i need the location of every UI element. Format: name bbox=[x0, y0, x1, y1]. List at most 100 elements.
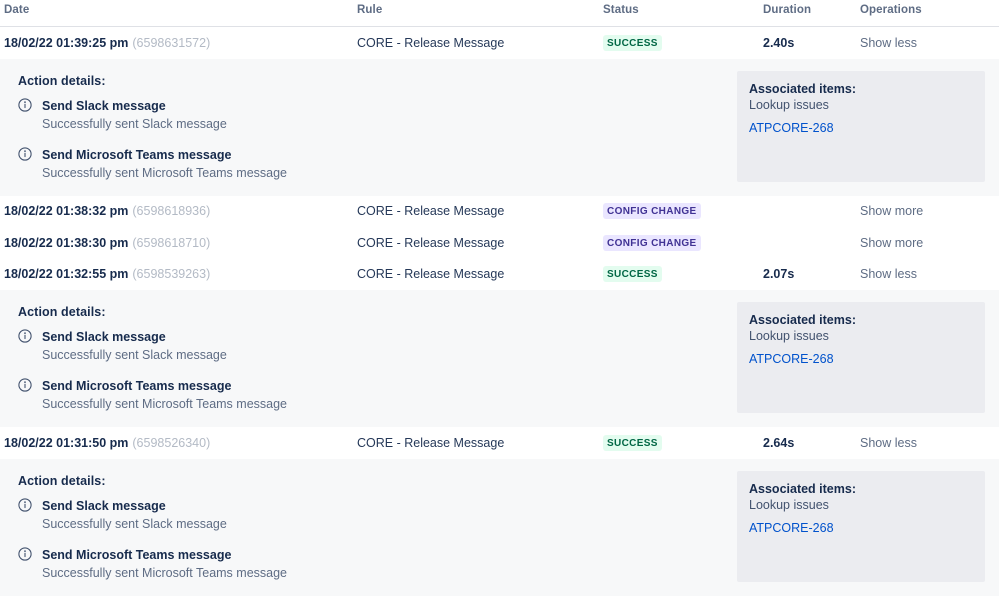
row-date: 18/02/22 01:31:50 pm bbox=[4, 435, 129, 450]
row-audit-id: (6598539263) bbox=[132, 267, 211, 282]
cell-date: 18/02/22 01:32:55 pm (6598539263) bbox=[0, 267, 357, 281]
associated-items-title: Associated items: bbox=[749, 81, 856, 96]
cell-status: CONFIG CHANGE bbox=[603, 203, 763, 220]
cell-status: SUCCESS bbox=[603, 34, 763, 51]
action-details-title: Action details: bbox=[18, 305, 106, 319]
cell-date: 18/02/22 01:31:50 pm (6598526340) bbox=[0, 436, 357, 450]
info-circle-icon bbox=[18, 497, 32, 512]
actions-list: Send Slack message Successfully sent Sla… bbox=[18, 97, 737, 182]
action-details-panel: Action details: Send Slack message Succe… bbox=[0, 58, 999, 196]
row-audit-id: (6598618710) bbox=[132, 235, 211, 250]
status-badge: CONFIG CHANGE bbox=[603, 234, 701, 251]
action-details-right: Associated items: Lookup issues ATPCORE-… bbox=[737, 70, 999, 182]
row-date: 18/02/22 01:39:25 pm bbox=[4, 35, 129, 50]
row-date: 18/02/22 01:38:32 pm bbox=[4, 204, 129, 219]
cell-rule: CORE - Release Message bbox=[357, 436, 603, 450]
row-duration: 2.64s bbox=[763, 435, 795, 450]
cell-duration: 2.64s bbox=[763, 436, 860, 450]
action-item: Send Microsoft Teams message Successfull… bbox=[18, 546, 737, 582]
toggle-details-link[interactable]: Show less bbox=[860, 35, 917, 50]
action-text: Send Microsoft Teams message Successfull… bbox=[42, 546, 287, 582]
cell-date: 18/02/22 01:38:30 pm (6598618710) bbox=[0, 236, 357, 250]
action-details-title: Action details: bbox=[18, 473, 106, 488]
cell-operations: Show more bbox=[860, 236, 999, 250]
cell-duration: 2.40s bbox=[763, 36, 860, 50]
status-badge: CONFIG CHANGE bbox=[603, 203, 701, 220]
associated-items-subtitle: Lookup issues bbox=[749, 497, 829, 512]
action-text: Send Microsoft Teams message Successfull… bbox=[42, 377, 287, 413]
table-row[interactable]: 18/02/22 01:32:55 pm (6598539263) CORE - … bbox=[0, 258, 999, 290]
table-row[interactable]: 18/02/22 01:31:50 pm (6598526340) CORE - … bbox=[0, 427, 999, 459]
toggle-details-link[interactable]: Show less bbox=[860, 267, 917, 282]
associated-items-subtitle: Lookup issues bbox=[749, 97, 829, 112]
action-description: Successfully sent Microsoft Teams messag… bbox=[42, 165, 288, 180]
column-header-date: Date bbox=[4, 4, 30, 16]
cell-duration: 2.07s bbox=[763, 267, 860, 281]
toggle-details-link[interactable]: Show more bbox=[860, 204, 924, 219]
action-item: Send Slack message Successfully sent Sla… bbox=[18, 328, 737, 364]
associated-items-title: Associated items: bbox=[749, 481, 856, 496]
column-header-rule: Rule bbox=[357, 4, 383, 16]
info-circle-icon bbox=[18, 97, 32, 112]
info-circle-icon bbox=[18, 546, 32, 561]
associated-item-link[interactable]: ATPCORE-268 bbox=[749, 120, 834, 135]
action-item: Send Slack message Successfully sent Sla… bbox=[18, 97, 737, 133]
column-header-status: Status bbox=[603, 4, 639, 16]
associated-items-title: Associated items: bbox=[749, 313, 856, 327]
cell-date: 18/02/22 01:39:25 pm (6598631572) bbox=[0, 36, 357, 50]
row-rule-name: CORE - Release Message bbox=[357, 435, 505, 450]
table-body: 18/02/22 01:39:25 pm (6598631572) CORE - … bbox=[0, 27, 999, 596]
row-audit-id: (6598526340) bbox=[132, 435, 211, 450]
row-rule-name: CORE - Release Message bbox=[357, 204, 505, 219]
toggle-details-link[interactable]: Show more bbox=[860, 235, 924, 250]
action-details-left: Action details: Send Slack message Succe… bbox=[0, 71, 737, 182]
action-name: Send Slack message bbox=[42, 498, 166, 513]
toggle-details-link[interactable]: Show less bbox=[860, 435, 917, 450]
row-rule-name: CORE - Release Message bbox=[357, 267, 505, 282]
column-header-duration: Duration bbox=[763, 4, 812, 16]
row-date: 18/02/22 01:38:30 pm bbox=[4, 235, 129, 250]
row-duration: 2.07s bbox=[763, 267, 795, 282]
action-description: Successfully sent Slack message bbox=[42, 516, 227, 531]
action-details-panel: Action details: Send Slack message Succe… bbox=[0, 458, 999, 596]
action-details-panel: Action details: Send Slack message Succe… bbox=[0, 290, 999, 427]
action-details-right: Associated items: Lookup issues ATPCORE-… bbox=[737, 470, 999, 582]
action-description: Successfully sent Microsoft Teams messag… bbox=[42, 565, 288, 580]
associated-items-box: Associated items: Lookup issues ATPCORE-… bbox=[737, 470, 985, 582]
associated-items-box: Associated items: Lookup issues ATPCORE-… bbox=[737, 302, 985, 413]
info-circle-icon bbox=[18, 378, 32, 392]
action-details-left: Action details: Send Slack message Succe… bbox=[0, 302, 737, 413]
associated-item-link[interactable]: ATPCORE-268 bbox=[749, 520, 834, 535]
row-rule-name: CORE - Release Message bbox=[357, 235, 505, 250]
cell-status: SUCCESS bbox=[603, 266, 763, 283]
action-details-right: Associated items: Lookup issues ATPCORE-… bbox=[737, 302, 999, 413]
column-header-operations: Operations bbox=[860, 4, 922, 16]
row-rule-name: CORE - Release Message bbox=[357, 35, 505, 50]
status-badge: SUCCESS bbox=[603, 266, 662, 283]
cell-operations: Show less bbox=[860, 436, 999, 450]
cell-rule: CORE - Release Message bbox=[357, 236, 603, 250]
action-text: Send Slack message Successfully sent Sla… bbox=[42, 328, 227, 364]
cell-status: CONFIG CHANGE bbox=[603, 234, 763, 251]
table-row[interactable]: 18/02/22 01:38:30 pm (6598618710) CORE - … bbox=[0, 227, 999, 259]
cell-rule: CORE - Release Message bbox=[357, 36, 603, 50]
info-circle-icon bbox=[18, 329, 32, 343]
action-item: Send Slack message Successfully sent Sla… bbox=[18, 497, 737, 533]
action-details-title: Action details: bbox=[18, 73, 106, 88]
table-row[interactable]: 18/02/22 01:39:25 pm (6598631572) CORE - … bbox=[0, 27, 999, 59]
table-row[interactable]: 18/02/22 01:38:32 pm (6598618936) CORE - … bbox=[0, 195, 999, 227]
action-name: Send Microsoft Teams message bbox=[42, 547, 232, 562]
associated-item-link[interactable]: ATPCORE-268 bbox=[749, 352, 834, 366]
action-name: Send Slack message bbox=[42, 98, 166, 113]
action-name: Send Microsoft Teams message bbox=[42, 147, 232, 162]
row-duration: 2.40s bbox=[763, 35, 795, 50]
cell-operations: Show less bbox=[860, 267, 999, 281]
action-description: Successfully sent Slack message bbox=[42, 348, 227, 362]
actions-list: Send Slack message Successfully sent Sla… bbox=[18, 497, 737, 582]
row-audit-id: (6598631572) bbox=[132, 35, 211, 50]
row-audit-id: (6598618936) bbox=[132, 204, 211, 219]
cell-operations: Show more bbox=[860, 204, 999, 218]
info-circle-icon bbox=[18, 146, 32, 161]
cell-operations: Show less bbox=[860, 36, 999, 50]
